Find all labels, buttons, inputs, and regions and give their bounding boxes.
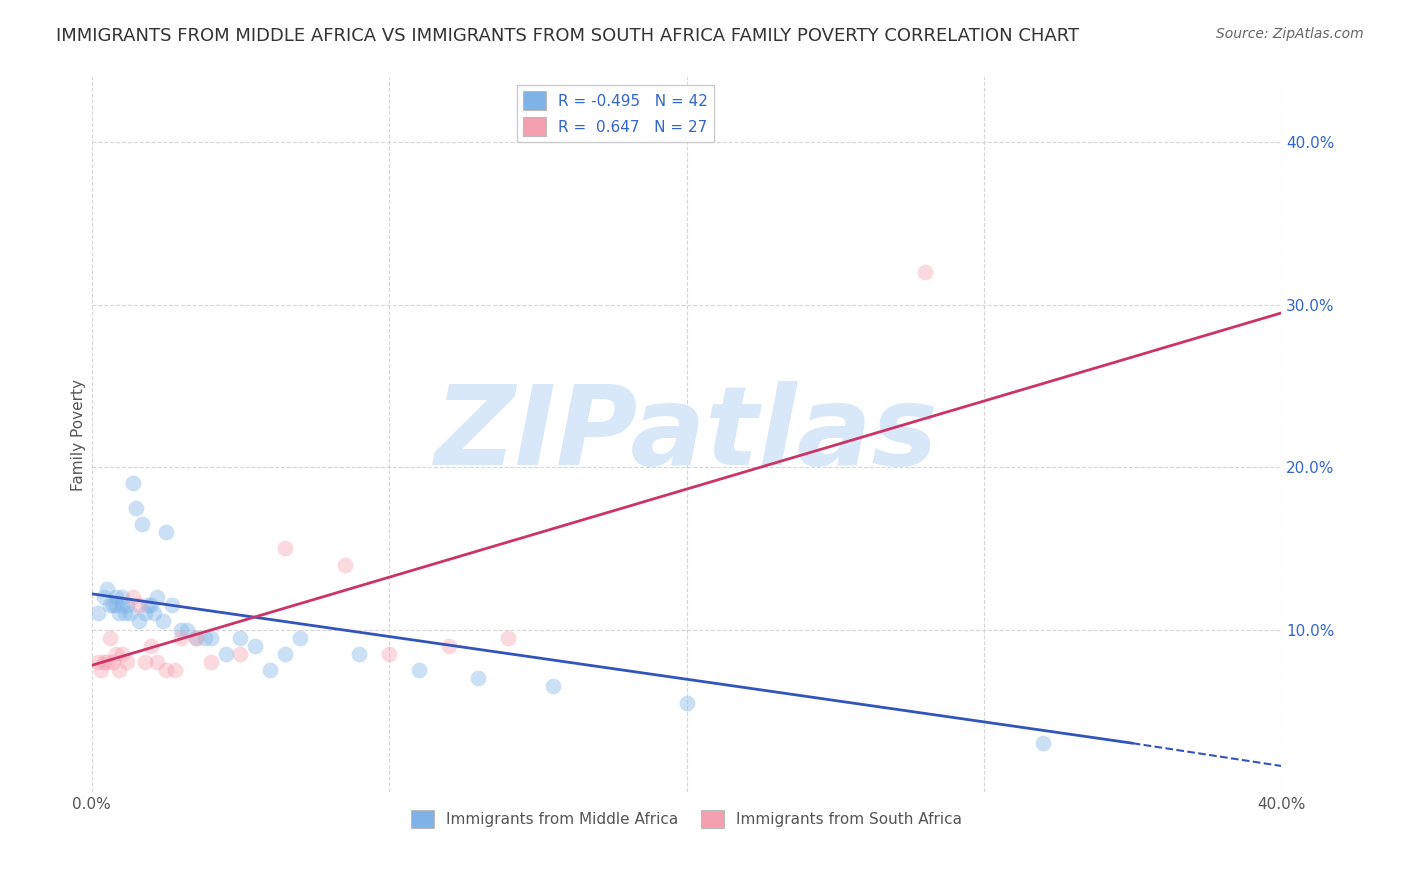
Point: [143, 607, 166, 621]
Point: [914, 265, 936, 279]
Point: [141, 598, 163, 612]
Point: [93, 655, 115, 669]
Point: [110, 590, 132, 604]
Point: [128, 598, 150, 612]
Point: [104, 590, 127, 604]
Text: ZIPatlas: ZIPatlas: [434, 381, 938, 488]
Point: [110, 647, 132, 661]
Point: [117, 655, 139, 669]
Point: [104, 598, 127, 612]
Point: [136, 598, 159, 612]
Point: [675, 696, 697, 710]
Point: [408, 663, 430, 677]
Point: [214, 647, 236, 661]
Point: [184, 631, 207, 645]
Point: [104, 647, 127, 661]
Point: [496, 631, 519, 645]
Point: [259, 663, 281, 677]
Text: IMMIGRANTS FROM MIDDLE AFRICA VS IMMIGRANTS FROM SOUTH AFRICA FAMILY POVERTY COR: IMMIGRANTS FROM MIDDLE AFRICA VS IMMIGRA…: [56, 27, 1080, 45]
Point: [200, 655, 222, 669]
Point: [93, 590, 115, 604]
Point: [107, 607, 129, 621]
Point: [101, 655, 124, 669]
Point: [184, 631, 207, 645]
Point: [274, 647, 297, 661]
Point: [333, 558, 356, 572]
Point: [165, 663, 187, 677]
Point: [107, 663, 129, 677]
Point: [96, 655, 118, 669]
Point: [200, 631, 222, 645]
Point: [541, 680, 564, 694]
Point: [146, 590, 169, 604]
Point: [349, 647, 371, 661]
Point: [114, 607, 136, 621]
Point: [176, 623, 198, 637]
Point: [101, 598, 124, 612]
Point: [122, 476, 145, 491]
Point: [141, 639, 163, 653]
Point: [155, 525, 177, 540]
Point: [122, 590, 145, 604]
Point: [274, 541, 297, 556]
Point: [134, 607, 156, 621]
Text: Source: ZipAtlas.com: Source: ZipAtlas.com: [1216, 27, 1364, 41]
Point: [98, 598, 121, 612]
Point: [146, 655, 169, 669]
Point: [90, 663, 112, 677]
Point: [467, 671, 489, 685]
Point: [128, 615, 150, 629]
Point: [288, 631, 311, 645]
Point: [87, 655, 110, 669]
Point: [152, 615, 174, 629]
Point: [170, 623, 193, 637]
Point: [117, 598, 139, 612]
Y-axis label: Family Poverty: Family Poverty: [72, 379, 86, 491]
Point: [437, 639, 460, 653]
Point: [1032, 736, 1054, 750]
Point: [229, 647, 252, 661]
Point: [170, 631, 193, 645]
Point: [155, 663, 177, 677]
Point: [245, 639, 267, 653]
Point: [120, 607, 142, 621]
Point: [131, 516, 153, 531]
Point: [134, 655, 156, 669]
Legend: Immigrants from Middle Africa, Immigrants from South Africa: Immigrants from Middle Africa, Immigrant…: [405, 804, 969, 834]
Point: [98, 631, 121, 645]
Point: [378, 647, 401, 661]
Point: [125, 500, 148, 515]
Point: [110, 598, 132, 612]
Point: [194, 631, 217, 645]
Point: [96, 582, 118, 596]
Point: [87, 607, 110, 621]
Point: [229, 631, 252, 645]
Point: [160, 598, 183, 612]
